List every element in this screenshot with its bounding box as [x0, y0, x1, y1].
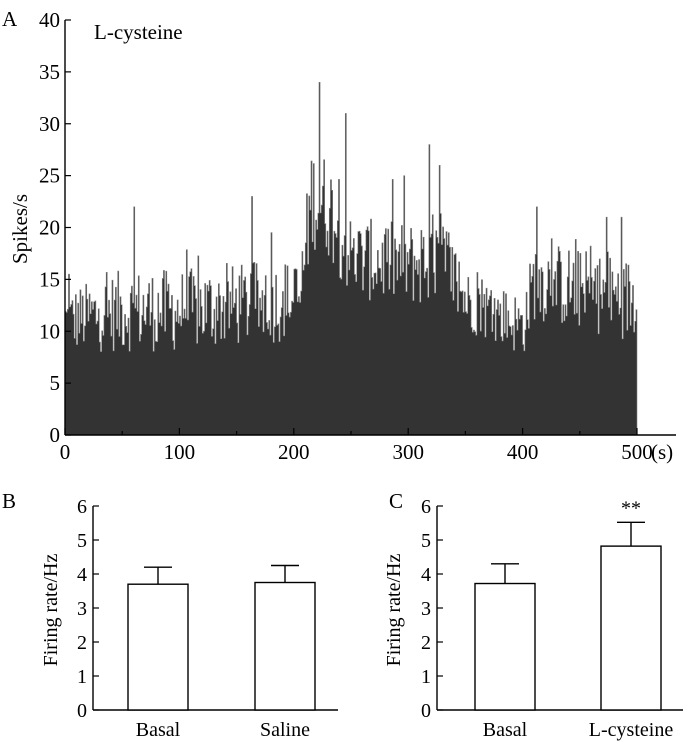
category-label: Saline: [260, 719, 310, 741]
panel-a-y-tick-label: 15: [39, 267, 60, 291]
panel-a-x-tick-label: 0: [60, 440, 71, 464]
y-tick-label: 0: [77, 700, 87, 722]
spike-rate-trace: [64, 81, 638, 436]
panel-a-y-tick-label: 5: [50, 371, 61, 395]
category-label: L-cysteine: [589, 719, 674, 741]
panel-a-x-tick-label: 100: [164, 440, 196, 464]
y-tick-label: 1: [421, 666, 431, 688]
y-tick-label: 2: [421, 632, 431, 654]
panel-a-xunit: (s): [651, 440, 673, 464]
y-tick-label: 5: [421, 530, 431, 552]
y-tick-label: 6: [77, 496, 87, 518]
panel-a-x-tick-label: 300: [392, 440, 424, 464]
panel-a-y-tick-label: 35: [39, 60, 60, 84]
panel-a-x-tick-label: 200: [278, 440, 310, 464]
y-tick-label: 1: [77, 666, 87, 688]
panel-a-y-tick-label: 30: [39, 112, 60, 136]
bar-basal: [474, 582, 536, 711]
significance-marker: **: [621, 497, 641, 519]
bar-l-cysteine: [600, 545, 662, 711]
y-tick-label: 4: [421, 564, 431, 586]
panel-b-plot: 0 1 2 3 4 5 6 Basal Saline: [77, 496, 338, 741]
panel-a-y-tick-label: 25: [39, 164, 60, 188]
category-label: Basal: [136, 719, 181, 741]
bar-basal: [127, 583, 189, 711]
panel-a-y-tick-label: 40: [39, 8, 60, 32]
panel-a-x-tick-label: 400: [507, 440, 539, 464]
panel-a-y-tick-label: 20: [39, 216, 60, 240]
y-tick-label: 0: [421, 700, 431, 722]
bar-saline: [254, 581, 316, 711]
panel-c-letter: C: [389, 489, 403, 513]
panel-a-y-tick-label: 0: [50, 423, 61, 447]
panel-b-ylabel: Firing rate/Hz: [40, 554, 62, 667]
panel-c: C Firing rate/Hz 0 1 2 3 4 5 6 Basal L-cysteine *…: [383, 489, 683, 741]
y-tick-label: 3: [77, 598, 87, 620]
panel-a-y-tick-label: 10: [39, 319, 60, 343]
panel-a-ylabel: Spikes/s: [8, 194, 32, 264]
panel-a-letter: A: [2, 7, 18, 31]
panel-a-x-tick-label: 500: [621, 440, 653, 464]
panel-b: B Firing rate/Hz 0 1 2 3 4 5 6 Basal Saline: [2, 489, 338, 741]
y-tick-label: 6: [421, 496, 431, 518]
panel-a-annotation: L-cysteine: [94, 20, 183, 44]
y-tick-label: 4: [77, 564, 87, 586]
y-tick-label: 3: [421, 598, 431, 620]
y-tick-label: 5: [77, 530, 87, 552]
panel-c-ylabel: Firing rate/Hz: [383, 554, 405, 667]
y-tick-label: 2: [77, 632, 87, 654]
category-label: Basal: [483, 719, 528, 741]
panel-c-plot: 0 1 2 3 4 5 6 Basal L-cysteine **: [421, 496, 683, 741]
panel-b-letter: B: [2, 489, 16, 513]
